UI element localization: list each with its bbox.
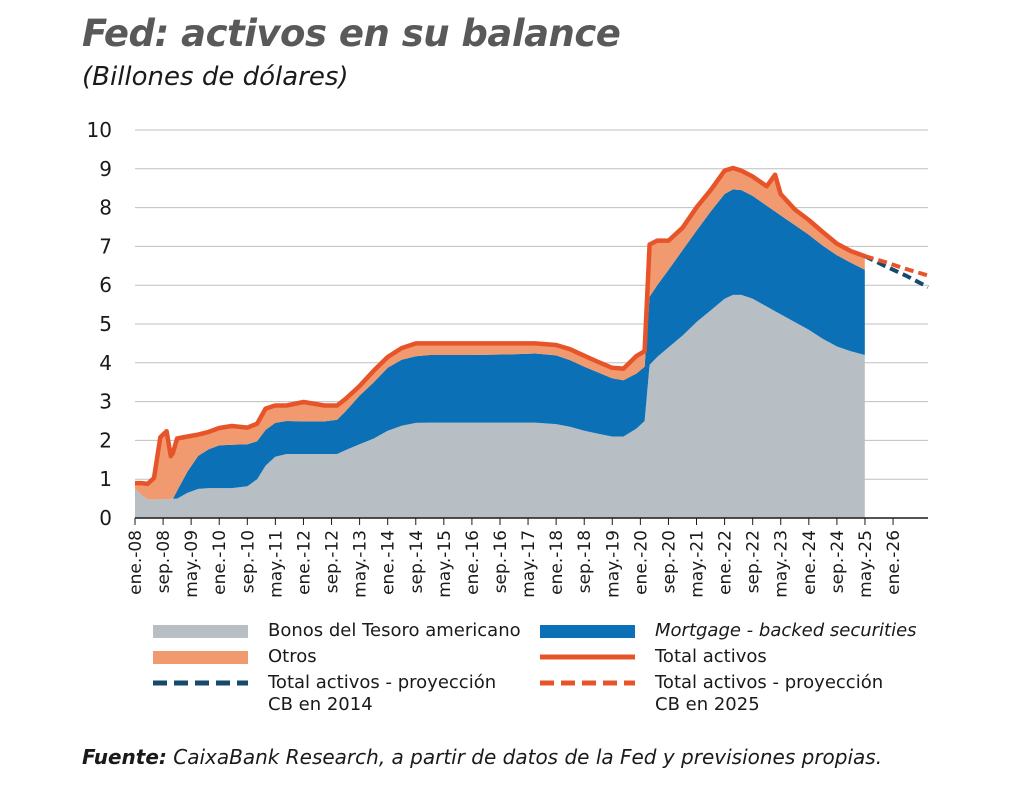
x-tick-label: ene.-20 xyxy=(631,530,651,595)
stacked-areas xyxy=(135,168,865,518)
legend-swatches xyxy=(153,625,635,686)
y-tick-label: 1 xyxy=(99,467,112,491)
y-tick-label: 8 xyxy=(99,196,112,220)
series-lines xyxy=(135,165,929,487)
x-tick-label: ene.-14 xyxy=(379,530,399,595)
area-mbs xyxy=(135,189,865,500)
x-tick-label: may.-15 xyxy=(435,530,455,598)
source-text: CaixaBank Research, a partir de datos de… xyxy=(166,745,883,769)
x-tick-label: sep.-24 xyxy=(828,530,848,593)
x-tick-label: ene.-26 xyxy=(884,530,904,595)
axes: 0 1 2 3 4 5 6 7 8 9 10 ene.-08 sep.-08 may.-09 ene.-10… xyxy=(87,118,928,598)
x-tick-label: may.-23 xyxy=(772,530,792,598)
x-tick-label: may.-21 xyxy=(688,530,708,598)
source-label: Fuente: xyxy=(82,745,167,769)
x-tick-label: ene.-18 xyxy=(547,530,567,595)
y-tick-label: 10 xyxy=(87,118,112,142)
x-tick-label: may.-17 xyxy=(519,530,539,598)
y-tick-label: 3 xyxy=(99,390,112,414)
y-tick-label: 9 xyxy=(99,157,112,181)
y-tick-label: 0 xyxy=(99,506,112,530)
x-tick-label: sep.-22 xyxy=(744,530,764,593)
y-tick-label: 5 xyxy=(99,312,112,336)
x-tick-label: sep.-14 xyxy=(407,530,427,593)
legend-swatch-otros xyxy=(153,651,248,664)
x-tick-label: may.-25 xyxy=(856,530,876,598)
line-proj-2014 xyxy=(863,254,929,289)
x-tick-label: may.-09 xyxy=(182,530,202,598)
area-otros xyxy=(135,168,865,500)
x-tick-label: ene.-24 xyxy=(800,530,820,595)
y-tick-label: 2 xyxy=(99,428,112,452)
x-tick-label: ene.-12 xyxy=(295,530,315,595)
x-tick-label: ene.-10 xyxy=(210,530,230,595)
x-tick-label: sep.-10 xyxy=(238,530,258,593)
x-tick-label: may.-19 xyxy=(603,530,623,598)
legend-swatch-mbs xyxy=(540,625,635,638)
chart-title: Fed: activos en su balance xyxy=(82,12,621,55)
chart-subtitle: (Billones de dólares) xyxy=(82,62,349,92)
y-tick-label: 7 xyxy=(99,234,112,258)
x-tick-label: sep.-20 xyxy=(660,530,680,593)
line-proj-2025 xyxy=(864,254,929,278)
x-tick-label: ene.-16 xyxy=(463,530,483,595)
x-tick-label: may.-11 xyxy=(266,530,286,598)
source-note: Fuente: CaixaBank Research, a partir de … xyxy=(82,745,882,769)
x-tick-label: sep.-08 xyxy=(154,530,174,593)
x-tick-label: ene.-22 xyxy=(716,530,736,595)
x-tick-label: sep.-18 xyxy=(575,530,595,593)
y-tick-label: 4 xyxy=(99,351,112,375)
area-treasury xyxy=(135,294,865,518)
x-tick-label: sep.-12 xyxy=(323,530,343,593)
y-tick-label: 6 xyxy=(99,273,112,297)
legend-swatch-treasury xyxy=(153,625,248,638)
x-tick-label: may.-13 xyxy=(351,530,371,598)
x-tick-label: sep.-16 xyxy=(491,530,511,593)
x-tick-label: ene.-08 xyxy=(126,530,146,595)
line-total-activos xyxy=(135,165,866,487)
